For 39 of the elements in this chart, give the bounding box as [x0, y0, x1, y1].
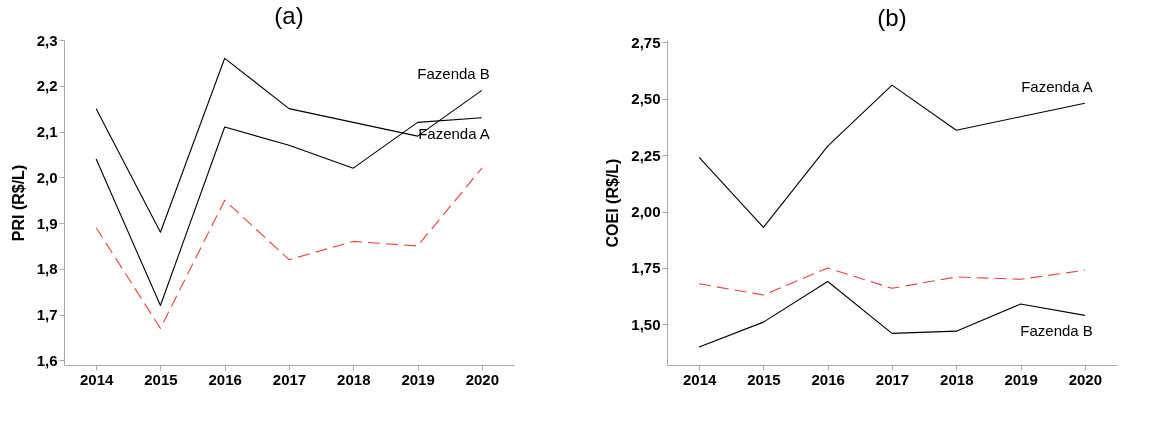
line-series — [698, 280, 1086, 348]
y-tick-label: 1,50 — [631, 315, 661, 333]
series-label: Fazenda B — [417, 65, 490, 83]
series-label: Fazenda A — [1021, 78, 1093, 96]
y-tick-label: 1,75 — [631, 259, 661, 277]
chart-title: (a) — [274, 2, 304, 29]
line-series — [698, 267, 1086, 296]
y-tick-label: 2,00 — [631, 203, 661, 221]
chart-title: (b) — [877, 4, 907, 32]
x-tick-label: 2016 — [208, 370, 242, 388]
y-tick-label: 1,6 — [36, 351, 58, 369]
x-tick-label: 2020 — [1068, 370, 1103, 388]
x-tick-label: 2015 — [144, 370, 178, 388]
y-tick-label: 2,0 — [36, 168, 58, 186]
x-tick-label: 2014 — [79, 370, 114, 388]
x-tick-label: 2019 — [401, 370, 435, 388]
x-tick-label: 2016 — [811, 370, 845, 388]
y-tick-label: 2,2 — [36, 77, 58, 95]
y-tick-label: 1,8 — [36, 260, 58, 278]
x-tick-label: 2015 — [747, 370, 781, 388]
y-axis-title: PRI (R$/L) — [9, 164, 27, 242]
x-tick-label: 2020 — [465, 370, 500, 388]
y-tick-label: 2,25 — [631, 146, 661, 164]
series-label: Fazenda A — [418, 124, 490, 142]
x-tick-label: 2017 — [875, 370, 910, 388]
y-tick-label: 1,9 — [36, 214, 58, 232]
y-axis-title: COEI (R$/L) — [604, 158, 622, 248]
x-tick-label: 2018 — [940, 370, 974, 388]
x-tick-label: 2017 — [272, 370, 307, 388]
y-tick-label: 2,75 — [631, 33, 661, 51]
series-label: Fazenda B — [1020, 322, 1093, 340]
x-tick-label: 2019 — [1004, 370, 1038, 388]
y-tick-label: 1,7 — [36, 306, 58, 324]
line-series — [95, 167, 483, 329]
x-tick-label: 2018 — [337, 370, 371, 388]
y-tick-label: 2,3 — [36, 31, 58, 49]
x-tick-label: 2014 — [682, 370, 717, 388]
y-tick-label: 2,50 — [631, 90, 661, 108]
y-tick-label: 2,1 — [36, 123, 58, 141]
